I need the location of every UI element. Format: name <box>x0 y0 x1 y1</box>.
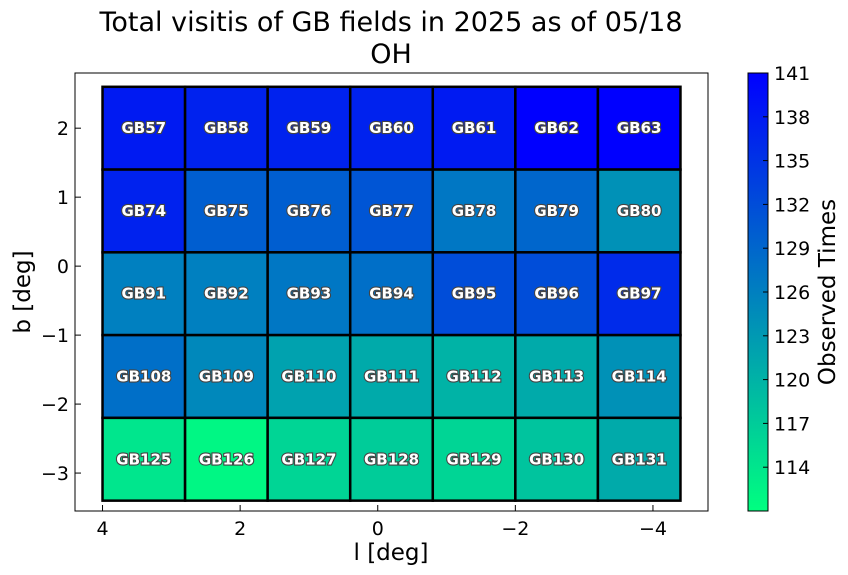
heatmap-cell <box>183 85 269 171</box>
y-axis-ticks: 2 1 0 −1 −2 −3 <box>41 118 81 485</box>
heatmap-cell <box>266 168 352 254</box>
y-tick-label: 2 <box>57 118 69 140</box>
cell-label: GB129 <box>447 450 502 468</box>
cell-label: GB131 <box>612 450 667 468</box>
cell-label: GB77 <box>369 202 414 220</box>
cell-label: GB91 <box>121 285 166 303</box>
cell-label: GB61 <box>452 119 497 137</box>
cell-label: GB78 <box>452 202 497 220</box>
heatmap-cell <box>101 416 187 502</box>
heatmap-cell <box>101 85 187 171</box>
x-tick-label: 0 <box>372 518 384 540</box>
colorbar-tick-label: 135 <box>774 151 810 173</box>
heatmap-cell <box>183 251 269 337</box>
x-tick-label: 4 <box>96 518 108 540</box>
heatmap-cell <box>101 333 187 420</box>
y-tick-label: −1 <box>41 325 69 347</box>
heatmap-cell <box>431 251 517 337</box>
colorbar-tick-label: 123 <box>774 326 810 348</box>
cell-label: GB58 <box>204 119 249 137</box>
cell-label: GB76 <box>287 202 332 220</box>
colorbar-tick-label: 129 <box>774 238 810 260</box>
cell-label: GB62 <box>534 119 579 137</box>
y-tick-label: 0 <box>57 256 69 278</box>
heatmap-cell <box>431 168 517 254</box>
heatmap-cell <box>266 416 352 502</box>
cell-label: GB126 <box>199 450 254 468</box>
colorbar-tick-label: 120 <box>774 370 810 392</box>
heatmap-cell <box>514 85 600 171</box>
y-axis-label: b [deg] <box>10 250 36 333</box>
colorbar-tick-label: 132 <box>774 194 810 216</box>
cell-label: GB111 <box>364 367 419 385</box>
plot-frame <box>74 72 709 512</box>
heatmap-cell <box>514 416 600 502</box>
cell-label: GB130 <box>529 450 584 468</box>
cell-label: GB127 <box>281 450 336 468</box>
cell-label: GB93 <box>287 285 332 303</box>
cell-label: GB75 <box>204 202 249 220</box>
cell-label: GB74 <box>121 202 166 220</box>
heatmap-cell <box>266 251 352 337</box>
cell-label: GB59 <box>287 119 332 137</box>
heatmap-cells: GB57 GB58 GB59 GB60 GB61 GB62 GB63 GB74 GB75 GB76… <box>101 85 682 502</box>
colorbar-label: Observed Times <box>815 199 841 385</box>
heatmap-cell <box>514 251 600 337</box>
cell-label: GB128 <box>364 450 419 468</box>
y-tick-label: −2 <box>41 394 69 416</box>
x-tick-label: 2 <box>234 518 246 540</box>
x-axis-ticks: 4 2 0 −2 −4 <box>96 505 667 540</box>
cell-label: GB125 <box>116 450 171 468</box>
cell-label: GB94 <box>369 285 414 303</box>
cell-label: GB96 <box>534 285 579 303</box>
cell-label: GB109 <box>199 367 254 385</box>
y-tick-label: 1 <box>57 187 69 209</box>
x-tick-label: −4 <box>639 518 667 540</box>
x-axis-label: l [deg] <box>354 540 429 566</box>
heatmap-cell <box>183 333 269 420</box>
chart-subtitle: OH <box>370 39 412 70</box>
cell-label: GB79 <box>534 202 579 220</box>
cell-label: GB97 <box>617 285 662 303</box>
colorbar-tick-label: 138 <box>774 107 810 129</box>
y-tick-label: −3 <box>41 463 69 485</box>
heatmap-cell <box>596 168 682 254</box>
cell-label: GB95 <box>452 285 497 303</box>
colorbar-tick-label: 117 <box>774 413 810 435</box>
cell-label: GB108 <box>116 367 171 385</box>
cell-label: GB110 <box>281 367 336 385</box>
chart-title: Total visitis of GB fields in 2025 as of… <box>98 7 682 38</box>
cell-label: GB113 <box>529 367 584 385</box>
cell-label: GB92 <box>204 285 249 303</box>
heatmap-cell <box>514 333 600 420</box>
cell-label: GB112 <box>447 367 502 385</box>
colorbar-tick-label: 114 <box>774 457 810 479</box>
cell-label: GB57 <box>121 119 166 137</box>
colorbar-tick-label: 141 <box>774 63 810 85</box>
cell-label: GB63 <box>617 119 662 137</box>
x-tick-label: −2 <box>501 518 529 540</box>
cell-label: GB80 <box>617 202 662 220</box>
heatmap-cell <box>596 251 682 337</box>
cell-label: GB60 <box>369 119 414 137</box>
heatmap-cell <box>596 416 682 502</box>
colorbar-tick-label: 126 <box>774 282 810 304</box>
heatmap-cell <box>101 168 187 254</box>
cell-label: GB114 <box>612 367 667 385</box>
colorbar-ticks: 141 138 135 132 129 126 123 120 117 114 <box>763 63 810 479</box>
